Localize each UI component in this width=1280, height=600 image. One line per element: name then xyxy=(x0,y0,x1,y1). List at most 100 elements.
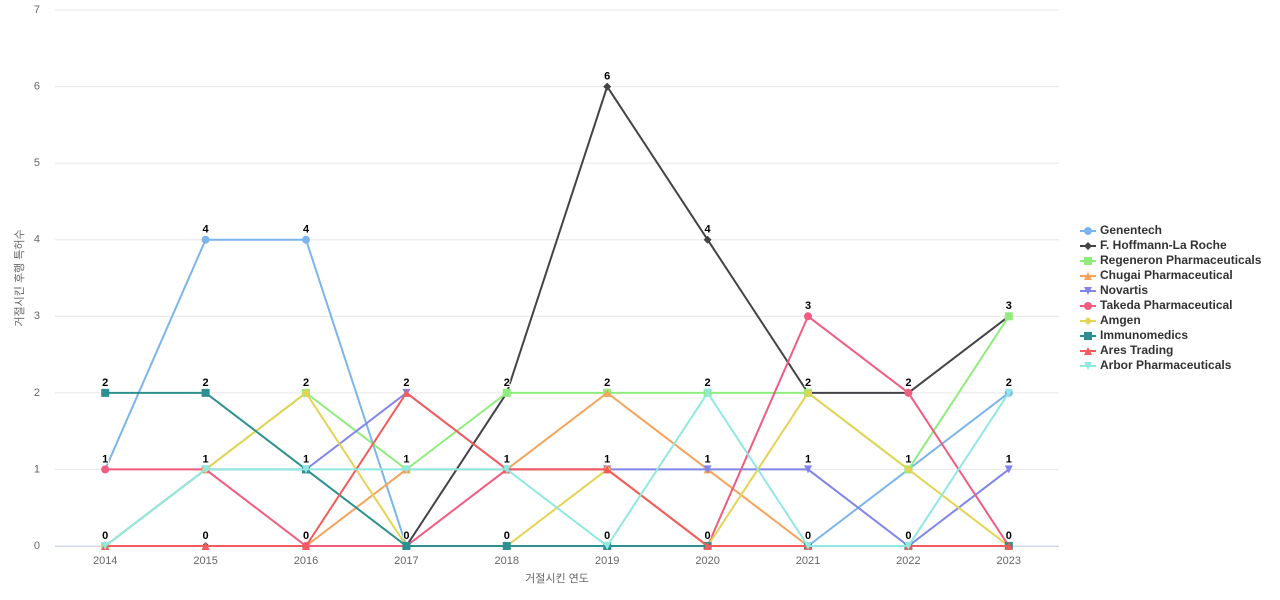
data-label: 2 xyxy=(604,377,610,389)
marker xyxy=(302,465,310,474)
data-label: 0 xyxy=(102,530,108,542)
marker xyxy=(1084,362,1092,370)
data-label: 3 xyxy=(1006,300,1012,312)
x-tick-label: 2020 xyxy=(695,555,719,567)
series-line xyxy=(104,391,1010,548)
x-tick-label: 2019 xyxy=(595,555,619,567)
y-tick-label: 3 xyxy=(34,310,40,322)
marker xyxy=(502,388,511,397)
marker xyxy=(302,235,310,244)
data-label: 4 xyxy=(705,224,712,236)
marker xyxy=(201,542,210,550)
legend-item: F. Hoffmann-La Roche xyxy=(1080,238,1227,252)
legend-label: Arbor Pharmaceuticals xyxy=(1100,358,1232,372)
legend-label: F. Hoffmann-La Roche xyxy=(1100,238,1227,252)
marker xyxy=(603,465,612,474)
marker xyxy=(603,82,612,91)
marker xyxy=(1084,302,1092,310)
marker xyxy=(1004,312,1013,321)
data-label: 1 xyxy=(705,453,711,465)
marker xyxy=(603,542,612,550)
marker xyxy=(402,465,411,474)
legend-item: Amgen xyxy=(1080,313,1141,327)
x-tick-label: 2023 xyxy=(997,555,1021,567)
marker xyxy=(703,542,712,550)
marker xyxy=(1084,227,1092,235)
legend-label: Immunomedics xyxy=(1100,328,1188,342)
y-tick-label: 4 xyxy=(34,234,40,246)
marker xyxy=(101,465,110,474)
legend-item: Novartis xyxy=(1080,283,1148,297)
legend-item: Genentech xyxy=(1080,223,1162,237)
legend-label: Novartis xyxy=(1100,283,1148,297)
x-tick-label: 2018 xyxy=(495,555,519,567)
y-tick-label: 0 xyxy=(34,540,40,552)
marker xyxy=(302,388,310,397)
data-label: 1 xyxy=(805,453,811,465)
legend-item: Ares Trading xyxy=(1080,343,1173,357)
data-label: 1 xyxy=(102,453,108,465)
data-label: 2 xyxy=(705,377,711,389)
marker xyxy=(1084,347,1092,355)
y-tick-label: 1 xyxy=(34,463,40,475)
x-axis-title: 거절시킨 연도 xyxy=(525,572,589,585)
marker xyxy=(804,465,812,474)
y-tick-label: 7 xyxy=(34,4,40,16)
data-label: 1 xyxy=(1006,453,1012,465)
data-label: 2 xyxy=(805,377,811,389)
x-tick-label: 2021 xyxy=(796,555,820,567)
marker xyxy=(804,542,812,550)
data-label: 4 xyxy=(203,224,210,236)
marker xyxy=(904,388,913,397)
data-label: 1 xyxy=(303,453,309,465)
x-tick-label: 2014 xyxy=(93,555,117,567)
marker xyxy=(201,465,210,474)
legend-label: Genentech xyxy=(1100,223,1162,237)
marker xyxy=(502,465,511,474)
marker xyxy=(302,542,310,550)
data-label: 0 xyxy=(504,530,510,542)
data-label: 1 xyxy=(203,453,209,465)
data-label: 1 xyxy=(403,453,409,465)
marker xyxy=(1004,388,1013,397)
data-label: 2 xyxy=(102,377,108,389)
x-tick-label: 2016 xyxy=(294,555,318,567)
marker xyxy=(502,542,511,550)
data-label: 2 xyxy=(403,377,409,389)
x-tick-label: 2017 xyxy=(394,555,418,567)
data-label: 0 xyxy=(905,530,911,542)
y-tick-label: 5 xyxy=(34,157,40,169)
marker xyxy=(904,465,913,474)
marker xyxy=(201,235,210,244)
data-label: 2 xyxy=(303,377,309,389)
marker xyxy=(904,542,913,550)
data-label: 0 xyxy=(805,530,811,542)
x-tick-label: 2015 xyxy=(193,555,217,567)
marker xyxy=(1084,272,1092,280)
data-label: 0 xyxy=(203,530,209,542)
legend-item: Immunomedics xyxy=(1080,328,1188,342)
marker xyxy=(101,388,110,397)
marker xyxy=(101,542,110,550)
data-label: 1 xyxy=(504,453,510,465)
marker xyxy=(1084,332,1092,340)
marker xyxy=(703,465,712,474)
marker xyxy=(1084,287,1092,295)
marker xyxy=(1084,257,1092,265)
data-label: 1 xyxy=(905,453,911,465)
series xyxy=(101,388,1013,550)
data-label: 0 xyxy=(705,530,711,542)
marker xyxy=(804,388,812,397)
marker xyxy=(201,388,210,397)
data-label: 6 xyxy=(604,70,610,82)
legend-label: Ares Trading xyxy=(1100,343,1173,357)
marker xyxy=(1084,317,1092,325)
x-tick-label: 2022 xyxy=(896,555,920,567)
data-label: 4 xyxy=(303,224,310,236)
data-label: 1 xyxy=(604,453,610,465)
marker xyxy=(402,542,411,550)
marker xyxy=(703,388,712,397)
marker xyxy=(1084,242,1092,250)
marker xyxy=(1004,542,1013,550)
